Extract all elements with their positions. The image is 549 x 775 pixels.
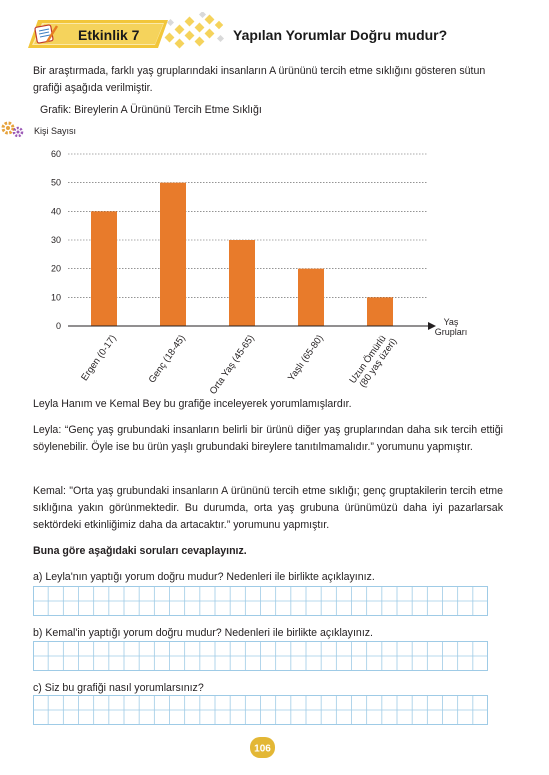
x-tick-label: Ergen (0-17) — [79, 333, 119, 383]
bars — [91, 182, 393, 326]
answer-grid-b[interactable] — [33, 641, 488, 671]
y-tick-label: 60 — [51, 149, 61, 159]
x-axis-label-line2: Grupları — [435, 327, 468, 337]
y-tick-label: 10 — [51, 292, 61, 302]
activity-label: Etkinlik 7 — [78, 27, 140, 43]
leyla-comment: Leyla: “Genç yaş grubundaki insanların b… — [33, 424, 503, 453]
x-tick-labels: Ergen (0-17) Genç (18-45) Orta Yaş (45-65)… — [79, 330, 399, 397]
y-tick-labels: 0 10 20 30 40 50 60 — [51, 149, 61, 331]
x-tick-label: Uzun Ömürlü(80 yaş üzeri) — [347, 330, 399, 391]
question-b: b) Kemal'in yaptığı yorum doğru mudur? N… — [33, 627, 373, 639]
chart-caption: Grafik: Bireylerin A Ürününü Tercih Etme… — [40, 104, 262, 116]
x-axis-label-line1: Yaş — [444, 317, 459, 327]
diamond-pattern-decoration — [164, 12, 225, 49]
bar — [367, 297, 393, 326]
y-tick-label: 20 — [51, 264, 61, 274]
bar — [298, 268, 324, 326]
y-tick-label: 50 — [51, 178, 61, 188]
x-axis-arrow — [428, 322, 436, 330]
notebook-pencil-icon — [34, 24, 59, 44]
gears-icon — [1, 121, 24, 138]
bar — [229, 240, 255, 326]
activity-title: Yapılan Yorumlar Doğru mudur? — [233, 27, 448, 43]
instruction-text: Buna göre aşağıdaki soruları cevaplayını… — [33, 545, 247, 557]
kemal-comment: Kemal: "Orta yaş grubundaki insanların A… — [33, 485, 503, 531]
bar — [160, 182, 186, 326]
chart-description: Leyla Hanım ve Kemal Bey bu grafiğe ince… — [33, 398, 352, 410]
x-tick-label: Yaşlı (65-80) — [286, 333, 326, 383]
activity-banner — [28, 20, 168, 48]
y-axis-label: Kişi Sayısı — [34, 126, 76, 136]
bar-chart: Kişi Sayısı 0 10 20 30 40 50 60 Ergen (0-17) Ge… — [34, 126, 468, 397]
answer-grid-a[interactable] — [33, 586, 488, 616]
x-tick-label: Orta Yaş (45-65) — [208, 333, 257, 397]
intro-paragraph: Bir araştırmada, farklı yaş gruplarındak… — [33, 65, 486, 94]
y-tick-label: 40 — [51, 206, 61, 216]
page-number: 106 — [254, 744, 271, 755]
answer-grid-c[interactable] — [33, 695, 488, 725]
question-a: a) Leyla'nın yaptığı yorum doğru mudur? … — [33, 571, 375, 583]
question-c: c) Siz bu grafiği nasıl yorumlarsınız? — [33, 682, 204, 694]
y-tick-label: 30 — [51, 235, 61, 245]
bar — [91, 211, 117, 326]
x-tick-label: Genç (18-45) — [147, 333, 188, 385]
y-tick-label: 0 — [56, 321, 61, 331]
page-number-badge: 106 — [250, 737, 275, 758]
